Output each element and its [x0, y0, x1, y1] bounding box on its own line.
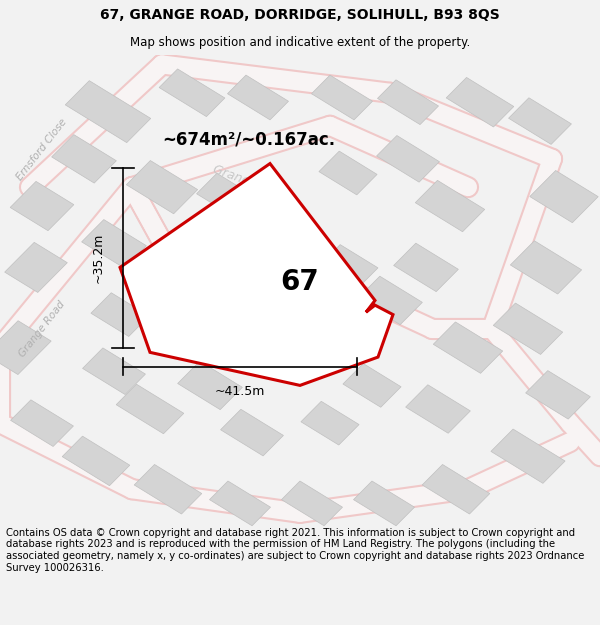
Polygon shape: [52, 134, 116, 183]
Text: Grange Road: Grange Road: [17, 299, 67, 359]
Polygon shape: [353, 481, 415, 526]
Polygon shape: [178, 361, 242, 409]
Text: ~674m²/~0.167ac.: ~674m²/~0.167ac.: [162, 131, 335, 149]
Polygon shape: [319, 151, 377, 195]
Polygon shape: [197, 173, 259, 220]
Text: Grange Road: Grange Road: [211, 162, 293, 202]
Text: Map shows position and indicative extent of the property.: Map shows position and indicative extent…: [130, 36, 470, 49]
Text: Ernsford Close: Ernsford Close: [15, 117, 69, 182]
Polygon shape: [377, 136, 439, 182]
Polygon shape: [491, 429, 565, 483]
Polygon shape: [530, 171, 598, 222]
Polygon shape: [10, 181, 74, 231]
Polygon shape: [394, 243, 458, 292]
Polygon shape: [221, 409, 283, 456]
Polygon shape: [209, 481, 271, 526]
Polygon shape: [11, 400, 73, 446]
Text: ~41.5m: ~41.5m: [215, 386, 265, 398]
Polygon shape: [406, 385, 470, 433]
Polygon shape: [281, 481, 343, 526]
Polygon shape: [422, 464, 490, 514]
Text: 67, GRANGE ROAD, DORRIDGE, SOLIHULL, B93 8QS: 67, GRANGE ROAD, DORRIDGE, SOLIHULL, B93…: [100, 8, 500, 22]
Polygon shape: [62, 436, 130, 486]
Polygon shape: [511, 241, 581, 294]
Polygon shape: [83, 348, 145, 394]
Polygon shape: [509, 98, 571, 144]
Text: ~35.2m: ~35.2m: [92, 232, 105, 283]
Polygon shape: [415, 181, 485, 232]
Polygon shape: [343, 364, 401, 408]
Polygon shape: [526, 371, 590, 419]
Polygon shape: [318, 244, 378, 290]
Polygon shape: [233, 244, 295, 291]
Polygon shape: [377, 80, 439, 124]
Polygon shape: [311, 75, 373, 120]
Polygon shape: [65, 81, 151, 142]
Text: 67: 67: [281, 268, 319, 296]
Polygon shape: [91, 292, 149, 336]
Polygon shape: [446, 78, 514, 127]
Polygon shape: [227, 75, 289, 120]
Polygon shape: [358, 276, 422, 324]
Text: Contains OS data © Crown copyright and database right 2021. This information is : Contains OS data © Crown copyright and d…: [6, 528, 584, 572]
Polygon shape: [0, 321, 51, 374]
Polygon shape: [116, 384, 184, 434]
Polygon shape: [127, 161, 197, 214]
Polygon shape: [159, 69, 225, 117]
Polygon shape: [301, 401, 359, 445]
Polygon shape: [5, 242, 67, 292]
Polygon shape: [134, 464, 202, 514]
Polygon shape: [493, 303, 563, 354]
Polygon shape: [433, 322, 503, 373]
Polygon shape: [82, 219, 146, 268]
Polygon shape: [120, 164, 393, 386]
